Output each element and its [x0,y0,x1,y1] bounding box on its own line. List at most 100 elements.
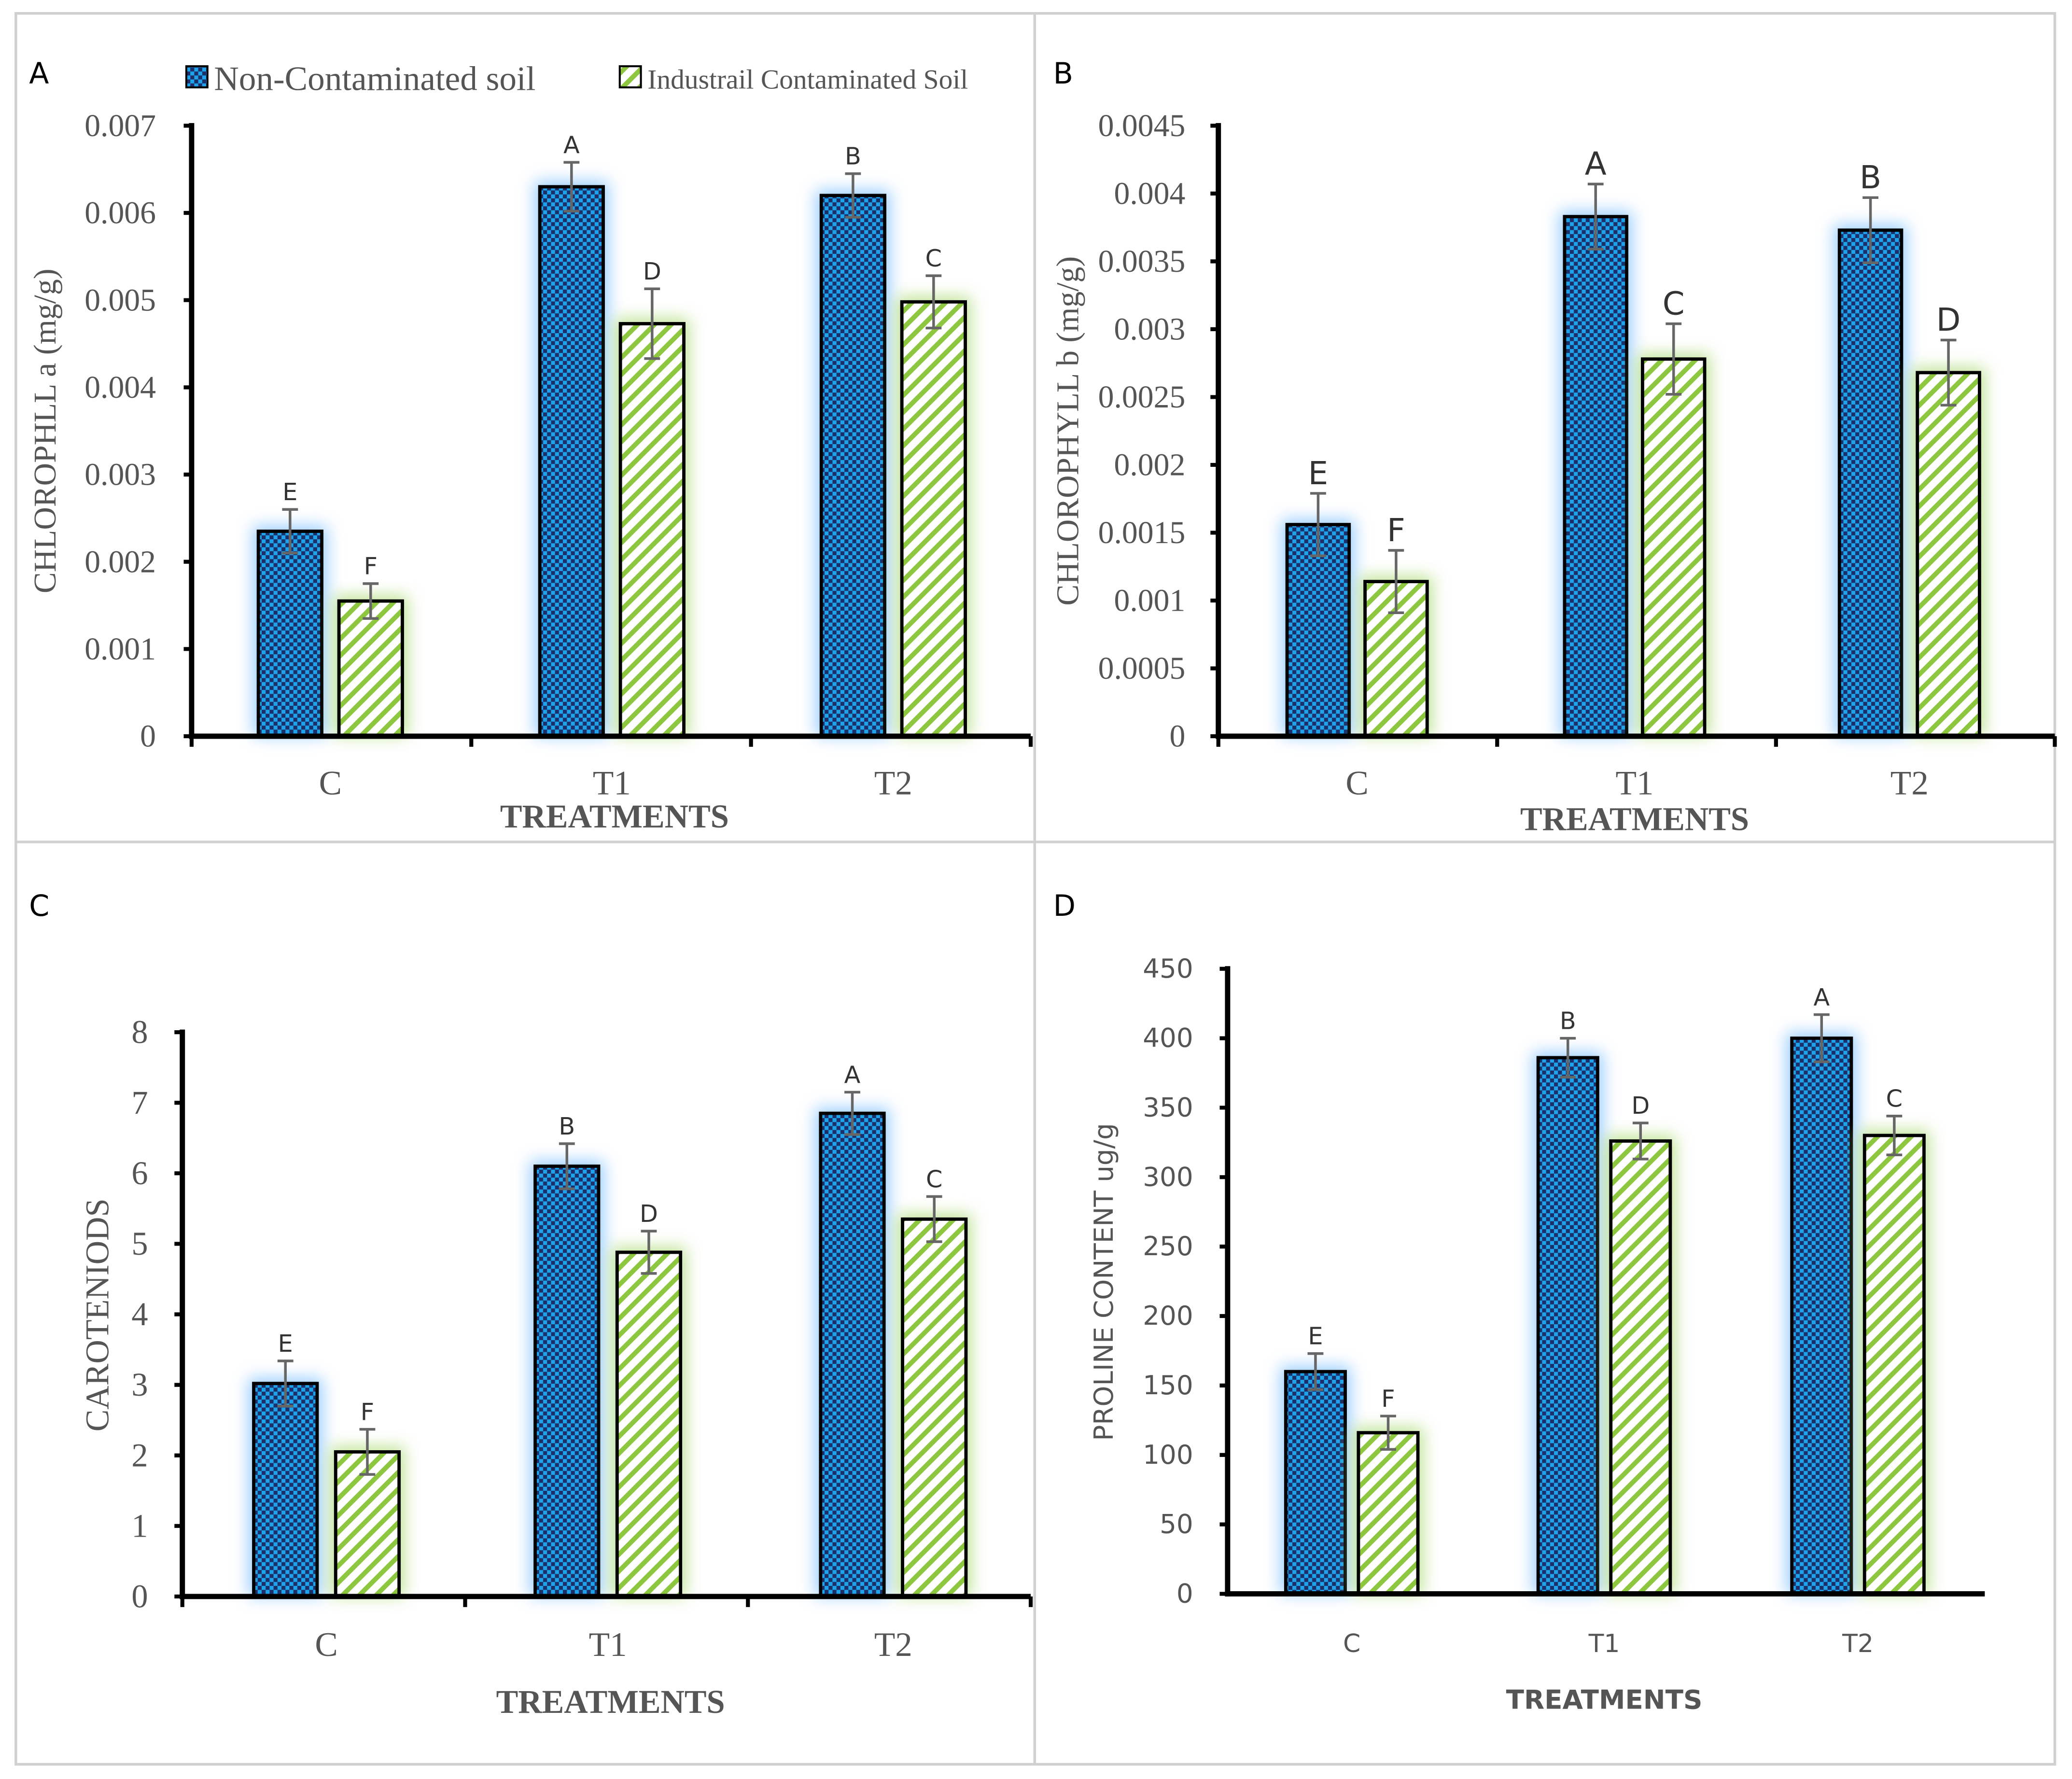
legend-label-non-contaminated: Non-Contaminated soil [214,60,535,98]
significance-letter: C [1663,286,1685,322]
significance-letter: D [640,1200,658,1228]
significance-letter: E [1308,455,1329,492]
y-tick-label: 0 [131,1578,148,1615]
significance-letter: C [926,1165,942,1193]
chart-panel-d: D 0 50 100 150 200 250 300 350 400 450 E B A F D C C T1 T2 T… [1053,889,1985,1715]
y-tick-label: 200 [1143,1300,1193,1331]
bar-non-contaminated-t2 [1837,228,1904,738]
panel-label: D [1053,889,1076,923]
bar-non-contaminated-t1 [1563,215,1628,738]
chart-panel-b: B 0 0.0005 0.001 0.0015 0.002 0.0025 0.003 0.003… [1050,57,2057,837]
error-bar [1886,1114,1903,1157]
significance-letter: F [1381,1385,1395,1413]
legend: Non-Contaminated soil Industrail Contami… [185,60,968,98]
y-tick-label: 0.0015 [1098,515,1186,550]
significance-letter: B [845,142,861,170]
bar-industrial-t1 [615,1250,683,1598]
error-bar [1310,492,1326,557]
bar-non-contaminated-t1 [533,1164,601,1598]
y-tick-label: 0.004 [84,370,156,405]
legend-swatch-industrial [618,65,642,89]
x-tick-label: C [1345,764,1368,802]
bar-industrial-t2 [1916,371,1981,738]
y-tick-label: 0.003 [84,457,156,492]
y-tick-label: 0.007 [84,108,156,143]
y-tick-label: 0.001 [1114,583,1186,618]
error-bar [926,1195,942,1243]
y-tick-label: 0 [1176,1578,1193,1609]
error-bar [559,1142,575,1191]
x-tick-label: T1 [589,1626,627,1664]
significance-letter: E [282,478,297,506]
y-tick-label: 0.002 [1114,448,1186,483]
bar-industrial-t2 [900,300,967,738]
error-bar [1380,1415,1396,1451]
panel-label: B [1053,57,1073,91]
x-axis-title: TREATMENTS [496,1683,725,1720]
error-bar [1940,338,1957,407]
y-tick-label: 150 [1143,1370,1193,1401]
y-axis-title: CAROTENIODS [79,1199,115,1432]
x-tick-label: T2 [1890,764,1929,802]
error-bar [1587,182,1604,251]
bar-non-contaminated-t2 [819,194,887,738]
x-axis-title: TREATMENTS [500,798,729,835]
y-tick-label: 0 [1169,719,1185,754]
bar-industrial-c [1357,1431,1420,1596]
y-tick-label: 300 [1143,1161,1193,1192]
y-tick-label: 0.004 [1114,176,1186,211]
error-bar [282,508,298,555]
bar-non-contaminated-c [1284,1370,1347,1596]
significance-letter: D [1631,1092,1650,1120]
significance-letter: F [364,552,378,580]
significance-letter: A [1585,146,1607,182]
bar-non-contaminated-t2 [1790,1037,1853,1596]
bar-non-contaminated-c [256,530,323,738]
error-bar [844,1091,860,1136]
x-tick-label: T2 [874,1626,912,1664]
y-tick-label: 5 [131,1225,148,1262]
x-tick-label: C [319,764,342,802]
bar-industrial-t1 [1609,1139,1672,1596]
significance-letter: A [563,131,580,159]
x-tick-label: T2 [874,764,912,802]
y-tick-label: 0.0035 [1098,244,1186,279]
error-bar [277,1359,294,1408]
bar-non-contaminated-t1 [1536,1056,1599,1596]
error-bar [359,1428,376,1476]
y-tick-label: 250 [1143,1231,1193,1261]
bar-non-contaminated-t2 [819,1111,886,1598]
y-tick-label: 0.001 [84,631,156,667]
chart-panel-c: C 0 1 2 3 4 5 6 7 8 E B A F D C C T1 T2 TREATMENTS CAROTENIO… [29,889,1033,1720]
significance-letter: E [278,1330,293,1358]
significance-letter: F [1387,512,1405,549]
bar-industrial-t1 [1640,357,1707,738]
significance-letter: C [1886,1085,1903,1113]
significance-letter: B [559,1112,575,1140]
y-tick-label: 0.0025 [1098,379,1186,415]
x-tick-label: T1 [593,764,631,802]
bar-industrial-t1 [618,322,686,738]
y-tick-label: 50 [1160,1509,1193,1540]
significance-letter: D [1936,302,1961,338]
error-bar [644,287,660,360]
y-tick-label: 100 [1143,1439,1193,1470]
y-axis-title: CHLOROPHLL a (mg/g) [28,268,63,593]
error-bar [1388,549,1404,614]
y-tick-label: 0.0005 [1098,651,1186,686]
significance-letter: B [1560,1007,1576,1035]
legend-label-industrial: Industrail Contaminated Soil [647,65,968,95]
y-tick-label: 6 [131,1155,148,1191]
error-bar [925,274,942,330]
significance-letter: E [1308,1322,1323,1350]
y-tick-label: 1 [131,1507,148,1544]
error-bar [1632,1121,1649,1161]
y-tick-label: 0 [140,719,156,754]
error-bar [1862,196,1878,264]
error-bar [363,582,379,620]
x-axis-title: TREATMENTS [1520,800,1749,837]
panel-frames [14,12,2057,1766]
significance-letter: A [844,1061,861,1089]
